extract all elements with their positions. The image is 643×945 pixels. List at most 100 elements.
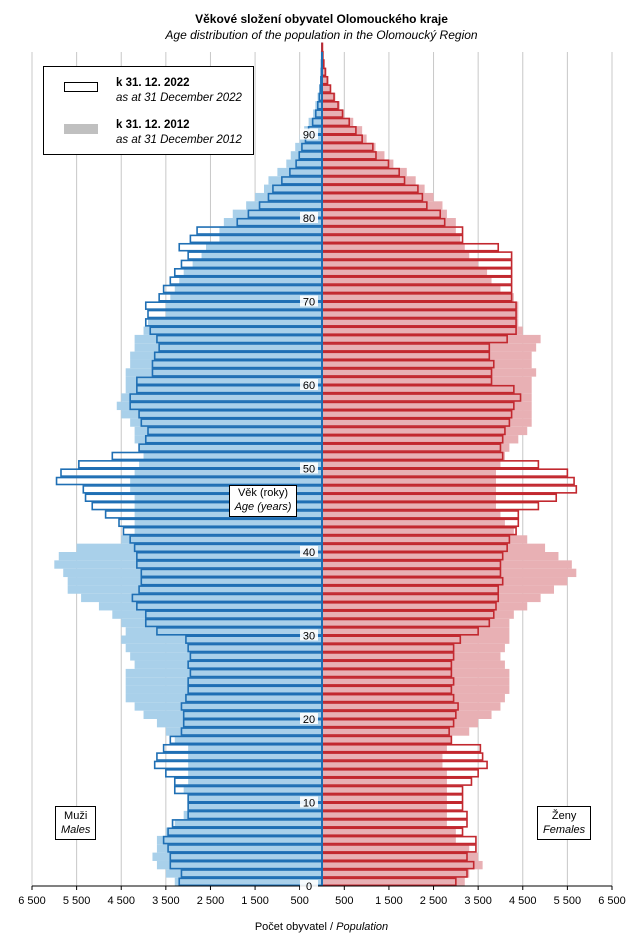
males-label: Muži bbox=[64, 810, 88, 822]
legend-label-2022: k 31. 12. 2022 bbox=[116, 77, 190, 89]
x-tick-label: 5 500 bbox=[554, 895, 582, 907]
x-tick-label: 6 500 bbox=[18, 895, 46, 907]
bar-2012-female bbox=[322, 109, 345, 118]
bar-2012-male bbox=[183, 268, 322, 277]
bar-2012-female bbox=[322, 460, 501, 469]
bar-2012-female bbox=[322, 192, 434, 202]
bar-2012-female bbox=[322, 794, 447, 803]
bar-2012-male bbox=[232, 209, 322, 218]
bar-2012-female bbox=[322, 176, 416, 185]
bar-2012-female bbox=[322, 852, 479, 861]
bar-2012-female bbox=[322, 84, 331, 93]
bar-2012-female bbox=[322, 585, 554, 594]
bar-2012-male bbox=[125, 376, 322, 385]
bar-2012-female bbox=[322, 568, 577, 578]
bar-2012-male bbox=[156, 719, 322, 728]
age-tick-bg bbox=[300, 462, 318, 474]
bar-2012-female bbox=[322, 368, 537, 377]
bar-2012-male bbox=[134, 526, 322, 536]
age-tick-bg bbox=[300, 128, 318, 140]
bar-2012-female bbox=[322, 593, 541, 603]
bar-2012-male bbox=[170, 293, 322, 302]
bar-2012-female bbox=[322, 268, 488, 277]
bar-2012-male bbox=[183, 785, 322, 795]
bar-2012-female bbox=[322, 142, 376, 152]
bar-2012-male bbox=[156, 835, 322, 845]
x-tick-label: 2 500 bbox=[197, 895, 225, 907]
bar-2012-male bbox=[116, 401, 323, 411]
bar-2012-female bbox=[322, 493, 496, 502]
bar-2012-female bbox=[322, 627, 510, 636]
bar-2012-female bbox=[322, 693, 505, 703]
bar-2012-female bbox=[322, 167, 407, 177]
bar-2012-male bbox=[125, 368, 322, 377]
chart-subtitle: Age distribution of the population in th… bbox=[165, 28, 478, 42]
bar-2012-female bbox=[322, 385, 532, 394]
bar-2012-male bbox=[134, 343, 322, 352]
bar-2012-female bbox=[322, 234, 461, 244]
bar-2012-female bbox=[322, 293, 514, 302]
bars-2012 bbox=[54, 42, 577, 886]
bar-2012-male bbox=[134, 334, 322, 344]
bar-2012-female bbox=[322, 334, 541, 344]
bar-2012-female bbox=[322, 643, 505, 653]
bar-2012-male bbox=[290, 151, 322, 160]
bar-2012-male bbox=[134, 493, 322, 502]
bar-2012-male bbox=[174, 877, 322, 886]
bar-2012-male bbox=[188, 760, 322, 770]
bar-2012-female bbox=[322, 309, 519, 319]
bar-2012-male bbox=[130, 476, 322, 486]
bar-2012-male bbox=[165, 827, 322, 836]
bar-2012-female bbox=[322, 117, 354, 127]
age-tick-bg bbox=[300, 880, 318, 891]
age-tick-label: 90 bbox=[303, 130, 315, 142]
bar-2012-female bbox=[322, 435, 519, 444]
bar-2012-male bbox=[81, 593, 322, 603]
bar-2012-male bbox=[219, 226, 322, 235]
chart-axes: 6 500 5 500 4 500 3 500 2 500 1 500 500 500 1 50… bbox=[18, 52, 626, 907]
bar-2012-male bbox=[134, 518, 322, 527]
bar-2012-male bbox=[174, 735, 322, 745]
bar-2012-male bbox=[152, 852, 322, 861]
bar-2012-male bbox=[134, 468, 322, 477]
x-tick-label: 3 500 bbox=[152, 895, 180, 907]
bar-2012-male bbox=[295, 142, 322, 152]
bar-2012-female bbox=[322, 844, 470, 853]
bar-2012-male bbox=[130, 485, 322, 494]
bar-2012-male bbox=[134, 510, 322, 519]
bar-2012-male bbox=[121, 393, 322, 402]
bar-2012-female bbox=[322, 577, 568, 586]
age-tick-bg bbox=[300, 713, 318, 724]
bar-2012-male bbox=[268, 176, 322, 185]
bar-2012-male bbox=[308, 117, 322, 127]
x-axis-title: Počet obyvatel / Population bbox=[254, 921, 389, 933]
bar-2012-female bbox=[322, 819, 447, 828]
bar-2012-male bbox=[286, 159, 322, 168]
bar-2012-female bbox=[322, 810, 447, 820]
bar-2012-male bbox=[188, 777, 322, 786]
bar-2012-male bbox=[165, 309, 322, 319]
age-tick-bg bbox=[300, 379, 318, 390]
bar-2012-female bbox=[322, 719, 479, 728]
bar-2012-female bbox=[322, 760, 443, 770]
bar-2012-female bbox=[322, 67, 327, 77]
legend-label-2012: k 31. 12. 2012 bbox=[116, 119, 190, 131]
x-tick-label: 2 500 bbox=[420, 895, 448, 907]
bar-2012-male bbox=[165, 727, 322, 736]
males-label-box: Muži Males bbox=[55, 806, 97, 840]
legend-sublabel-2012: as at 31 December 2012 bbox=[116, 134, 242, 146]
bar-2012-male bbox=[121, 410, 322, 419]
age-axis-label: Věk (roky) bbox=[237, 487, 289, 499]
age-tick-label: 20 bbox=[303, 714, 315, 726]
bar-2012-female bbox=[322, 618, 510, 628]
bar-2012-female bbox=[322, 426, 528, 436]
bar-2012-male bbox=[130, 652, 322, 661]
bar-2012-male bbox=[58, 552, 323, 561]
bar-2012-male bbox=[165, 301, 322, 310]
age-tick-label: 0 bbox=[306, 881, 312, 893]
bar-2012-female bbox=[322, 159, 394, 168]
bar-2012-female bbox=[322, 777, 447, 786]
legend: k 31. 12. 2022 as at 31 December 2022 k … bbox=[43, 66, 254, 155]
bar-2012-male bbox=[188, 752, 322, 761]
